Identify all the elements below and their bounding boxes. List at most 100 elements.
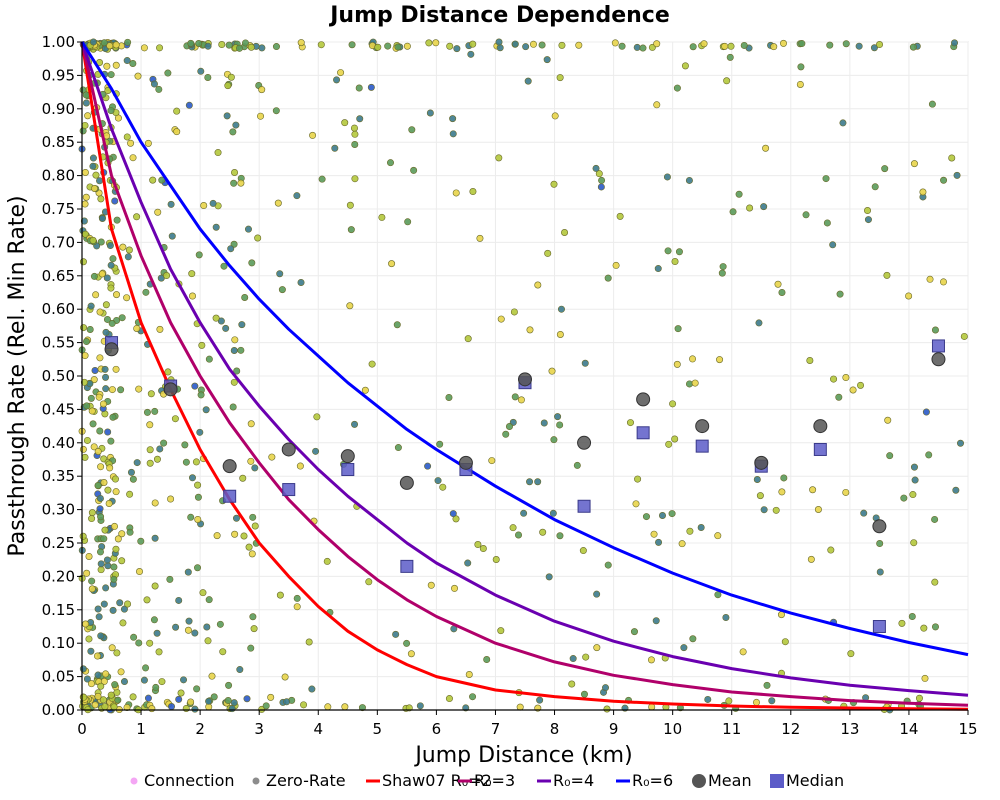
scatter-point xyxy=(243,695,251,703)
scatter-point xyxy=(247,43,255,51)
scatter-point xyxy=(96,494,104,502)
scatter-point xyxy=(884,416,892,424)
scatter-point xyxy=(83,569,91,577)
mean-marker xyxy=(518,372,532,387)
scatter-point xyxy=(920,624,928,632)
scatter-point xyxy=(173,128,181,136)
mean-marker xyxy=(399,475,414,490)
curve-line xyxy=(80,41,969,697)
scatter-point xyxy=(214,149,222,157)
y-tick-label: 0.20 xyxy=(42,567,75,585)
scatter-point xyxy=(922,408,930,416)
scatter-point xyxy=(120,605,128,613)
scatter-point xyxy=(909,43,917,51)
scatter-point xyxy=(231,168,239,176)
scatter-point xyxy=(351,130,359,138)
scatter-point xyxy=(241,39,249,47)
scatter-point xyxy=(82,99,90,107)
scatter-point xyxy=(100,677,108,685)
scatter-point xyxy=(87,647,95,655)
scatter-point xyxy=(156,325,164,333)
scatter-point xyxy=(240,532,248,540)
scatter-point xyxy=(194,481,202,489)
scatter-point xyxy=(237,179,245,187)
scatter-point xyxy=(953,171,961,179)
legend-swatch xyxy=(130,777,138,785)
scatter-point xyxy=(905,292,913,300)
scatter-point xyxy=(102,301,110,309)
scatter-point xyxy=(268,453,276,461)
scatter-point xyxy=(756,492,764,500)
scatter-point xyxy=(669,400,677,408)
scatter-point xyxy=(915,694,923,702)
scatter-point xyxy=(88,407,96,415)
scatter-point xyxy=(249,513,257,521)
scatter-point xyxy=(781,638,789,646)
scatter-point xyxy=(939,278,947,286)
scatter-point xyxy=(238,321,246,329)
scatter-point xyxy=(95,393,103,401)
scatter-point xyxy=(116,599,124,607)
scatter-point xyxy=(549,509,557,517)
scatter-point xyxy=(102,373,110,381)
scatter-point xyxy=(864,216,872,224)
scatter-point xyxy=(135,639,143,647)
scatter-point xyxy=(829,241,837,249)
scatter-point xyxy=(318,175,326,183)
scatter-point xyxy=(209,199,217,207)
y-tick-label: 0.15 xyxy=(42,601,75,619)
scatter-point xyxy=(358,704,366,712)
scatter-point xyxy=(197,391,205,399)
scatter-point xyxy=(551,112,559,120)
scatter-point xyxy=(545,573,553,581)
scatter-point xyxy=(663,173,671,181)
scatter-point xyxy=(331,144,339,152)
scatter-point xyxy=(143,596,151,604)
scatter-point xyxy=(103,556,111,564)
scatter-point xyxy=(469,40,477,48)
scatter-point xyxy=(910,539,918,547)
scatter-point xyxy=(524,77,532,85)
mean-marker xyxy=(281,442,296,457)
scatter-point xyxy=(83,402,91,410)
scatter-point xyxy=(129,59,137,67)
scatter-point xyxy=(407,650,415,658)
scatter-point xyxy=(735,190,743,198)
scatter-point xyxy=(241,293,249,301)
scatter-point xyxy=(752,698,760,706)
scatter-point xyxy=(108,319,116,327)
scatter-point xyxy=(556,331,564,339)
scatter-point xyxy=(140,44,148,52)
scatter-point xyxy=(951,39,959,47)
scatter-point xyxy=(113,649,121,657)
scatter-point xyxy=(675,248,683,256)
scatter-point xyxy=(544,249,552,257)
scatter-point xyxy=(488,457,496,465)
curve-line xyxy=(80,41,969,711)
scatter-point xyxy=(89,236,97,244)
scatter-point xyxy=(229,403,237,411)
scatter-point xyxy=(100,600,108,608)
scatter-point xyxy=(230,347,238,355)
scatter-point xyxy=(107,71,115,79)
y-tick-label: 0.65 xyxy=(42,267,75,285)
scatter-point xyxy=(160,439,168,447)
y-tick-label: 0.80 xyxy=(42,167,75,185)
scatter-point xyxy=(652,617,660,625)
scatter-point xyxy=(177,689,185,697)
x-tick-label: 9 xyxy=(609,720,619,738)
scatter-point xyxy=(753,476,761,484)
scatter-point xyxy=(323,557,331,565)
scatter-point xyxy=(772,506,780,514)
scatter-point xyxy=(227,245,235,253)
scatter-point xyxy=(120,678,128,686)
mean-marker xyxy=(754,455,769,470)
scatter-point xyxy=(689,43,697,51)
scatter-point xyxy=(118,530,126,538)
legend-label: Mean xyxy=(708,771,752,790)
scatter-point xyxy=(351,140,359,148)
scatter-point xyxy=(770,43,778,51)
scatter-point xyxy=(109,413,117,421)
legend: Connection Zero-Rate Shaw07 R₀=2R₀=3 R₀=4 R₀… xyxy=(130,771,844,790)
